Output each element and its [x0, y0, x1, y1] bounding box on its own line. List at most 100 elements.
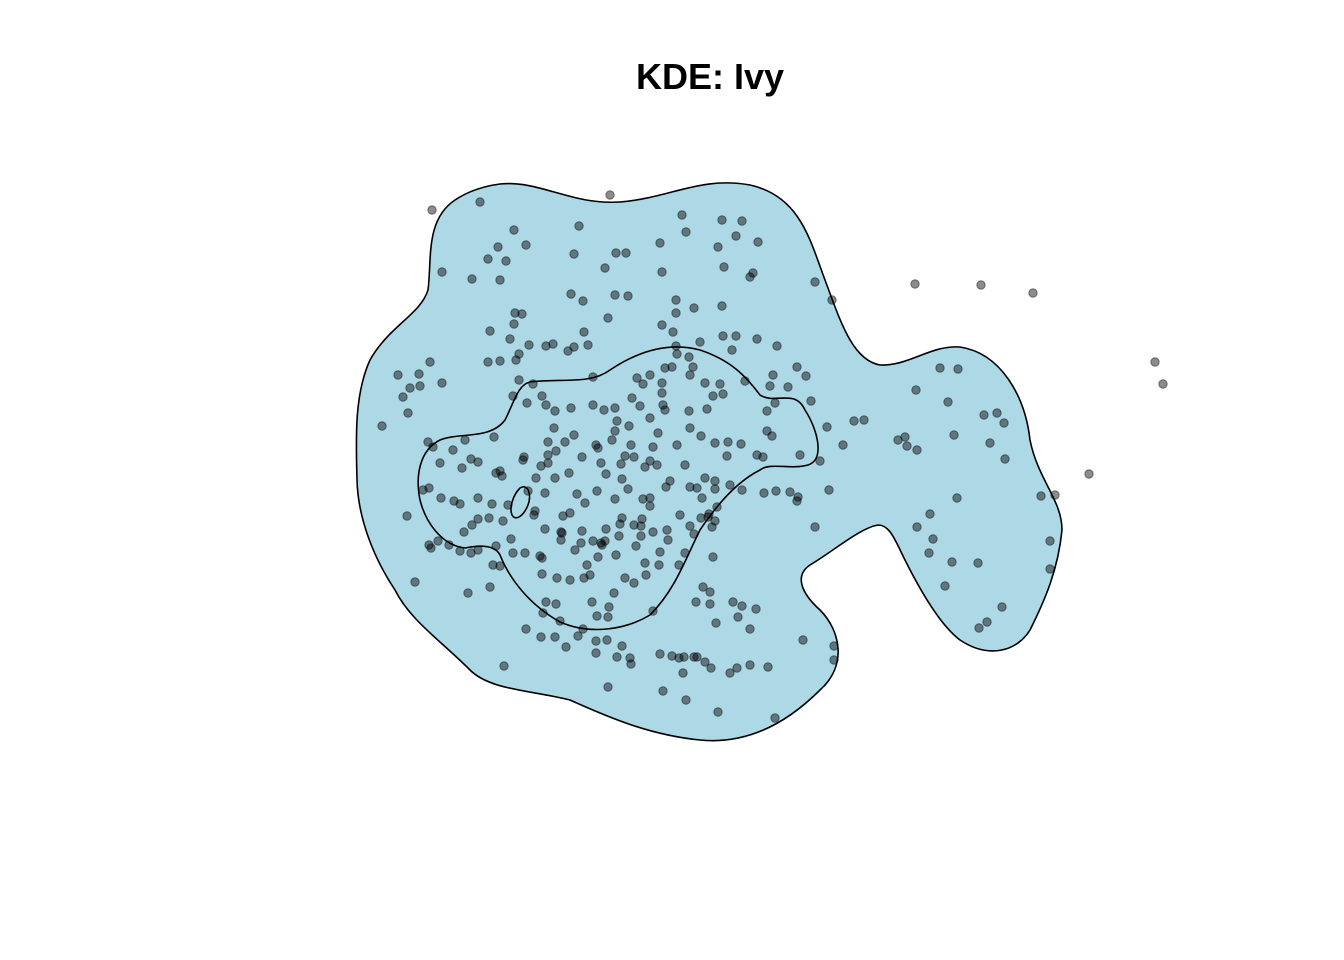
scatter-point: [696, 513, 706, 523]
scatter-point: [685, 482, 695, 492]
scatter-point: [704, 509, 714, 519]
scatter-point: [491, 468, 501, 478]
scatter-point: [531, 473, 541, 483]
scatter-point: [762, 406, 772, 416]
scatter-point: [689, 529, 699, 539]
scatter-point: [638, 494, 648, 504]
scatter-point: [768, 370, 778, 380]
scatter-point: [654, 560, 664, 570]
scatter-point: [745, 272, 755, 282]
scatter-point: [467, 520, 477, 530]
scatter-point: [611, 248, 621, 258]
scatter-point: [600, 263, 610, 273]
scatter-point: [520, 548, 530, 558]
scatter-point: [463, 588, 473, 598]
scatter-point: [728, 597, 738, 607]
scatter-point: [911, 385, 921, 395]
scatter-point: [752, 334, 762, 344]
scatter-point: [637, 514, 647, 524]
scatter-point: [772, 341, 782, 351]
scatter-point: [437, 267, 447, 277]
scatter-point: [593, 552, 603, 562]
scatter-point: [508, 548, 518, 558]
scatter-point: [514, 375, 524, 385]
scatter-point: [377, 421, 387, 431]
scatter-point: [596, 458, 606, 468]
scatter-point: [499, 661, 509, 671]
scatter-point: [705, 599, 715, 609]
scatter-point: [1028, 288, 1038, 298]
scatter-point: [573, 631, 583, 641]
scatter-point: [718, 331, 728, 341]
scatter-point: [616, 459, 626, 469]
scatter-point: [713, 242, 723, 252]
scatter-point: [596, 538, 606, 548]
scatter-point: [658, 686, 668, 696]
scatter-point: [822, 422, 832, 432]
scatter-point: [578, 624, 588, 634]
scatter-point: [517, 309, 527, 319]
scatter-point: [912, 445, 922, 455]
scatter-point: [556, 527, 566, 537]
scatter-point: [641, 570, 651, 580]
scatter-point: [700, 657, 710, 667]
scatter-point: [661, 482, 671, 492]
scatter-point: [427, 205, 437, 215]
scatter-point: [457, 463, 467, 473]
scatter-point: [418, 485, 428, 495]
scatter-point: [710, 484, 720, 494]
scatter-point: [601, 469, 611, 479]
scatter-point: [485, 326, 495, 336]
scatter-point: [483, 254, 493, 264]
scatter-point: [566, 289, 576, 299]
scatter-point: [543, 458, 553, 468]
scatter-point: [640, 558, 650, 568]
scatter-point: [415, 381, 425, 391]
scatter-point: [763, 662, 773, 672]
scatter-point: [564, 468, 574, 478]
scatter-point: [541, 400, 551, 410]
scatter-point: [574, 221, 584, 231]
scatter-point: [771, 486, 781, 496]
scatter-point: [740, 376, 750, 386]
scatter-point: [541, 341, 551, 351]
scatter-point: [700, 473, 710, 483]
scatter-point: [770, 713, 780, 723]
scatter-point: [605, 190, 615, 200]
scatter-point: [398, 392, 408, 402]
scatter-point: [645, 370, 655, 380]
scatter-point: [466, 548, 476, 558]
scatter-point: [751, 604, 761, 614]
scatter-point: [1050, 490, 1060, 500]
scatter-point: [569, 249, 579, 259]
scatter-point: [552, 573, 562, 583]
scatter-point: [705, 587, 715, 597]
scatter-point: [815, 456, 825, 466]
scatter-point: [657, 378, 667, 388]
scatter-point: [681, 227, 691, 237]
kde-outer-contour: [355, 182, 1063, 742]
scatter-point: [620, 451, 630, 461]
scatter-point: [715, 379, 725, 389]
scatter-point: [713, 707, 723, 717]
scatter-point: [563, 346, 573, 356]
scatter-point: [543, 437, 553, 447]
scatter-point: [611, 550, 621, 560]
scatter-point: [577, 526, 587, 536]
scatter-points: [377, 190, 1168, 723]
scatter-point: [485, 582, 495, 592]
scatter-point: [436, 493, 446, 503]
scatter-point: [712, 502, 722, 512]
scatter-point: [689, 303, 699, 313]
scatter-point: [792, 362, 802, 372]
scatter-point: [550, 406, 560, 416]
scatter-point: [924, 548, 934, 558]
scatter-point: [511, 355, 521, 365]
scatter-point: [572, 489, 582, 499]
scatter-point: [674, 560, 684, 570]
scatter-point: [731, 231, 741, 241]
scatter-point: [588, 372, 598, 382]
scatter-point: [783, 382, 793, 392]
scatter-point: [973, 558, 983, 568]
scatter-point: [538, 608, 548, 618]
